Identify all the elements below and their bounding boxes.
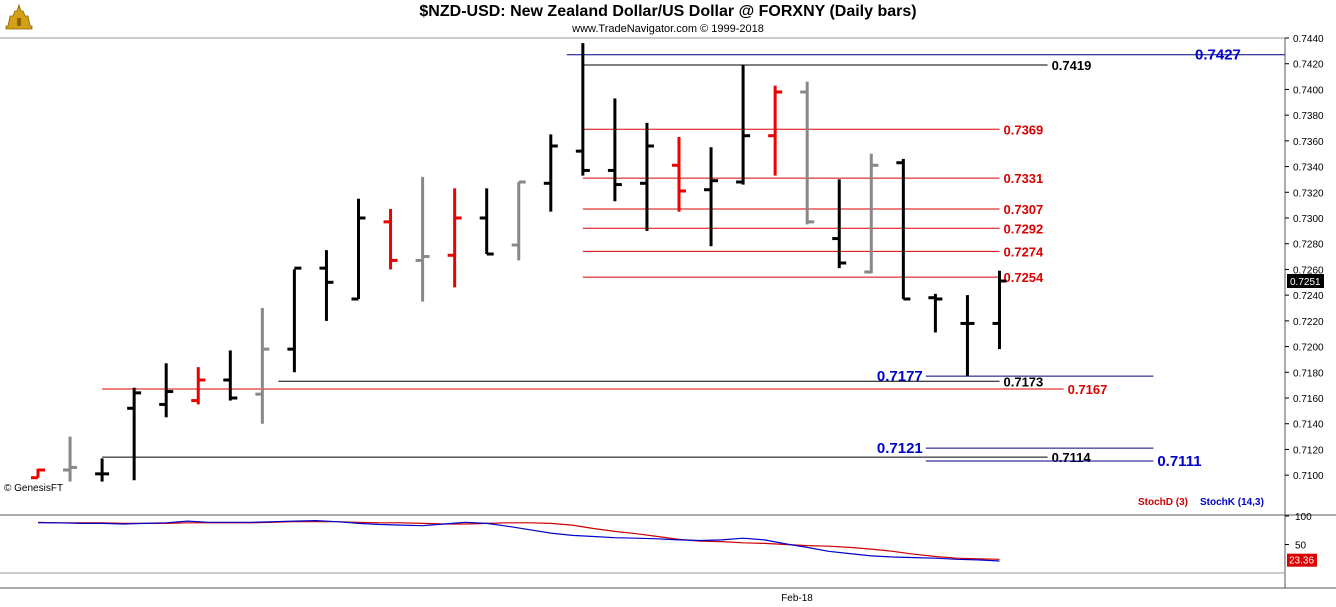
price-bar — [255, 308, 270, 424]
level-label-0.7307: 0.7307 — [1004, 202, 1044, 217]
price-bar — [511, 180, 526, 261]
price-bar — [864, 153, 879, 274]
price-bar — [736, 65, 751, 185]
price-tick-label: 0.7440 — [1293, 34, 1324, 45]
price-bar — [319, 250, 334, 321]
price-tick-label: 0.7280 — [1293, 240, 1324, 251]
price-bar — [31, 468, 45, 480]
stoch-tick-label: 100 — [1295, 512, 1312, 523]
price-tick-label: 0.7220 — [1293, 317, 1324, 328]
panel-frame — [0, 37, 1336, 589]
price-tick-label: 0.7120 — [1293, 445, 1324, 456]
price-bar — [672, 137, 686, 212]
price-bar — [992, 270, 1007, 350]
price-tick-label: 0.7320 — [1293, 188, 1324, 199]
price-tick-label: 0.7400 — [1293, 85, 1324, 96]
price-tick-label: 0.7240 — [1293, 291, 1324, 302]
level-label-0.7369: 0.7369 — [1004, 122, 1044, 137]
copyright-label: © GenesisFT — [4, 483, 64, 494]
price-bar — [415, 176, 430, 302]
level-label-0.7114: 0.7114 — [1052, 450, 1092, 465]
price-tick-label: 0.7160 — [1293, 394, 1324, 405]
level-label-0.7331: 0.7331 — [1004, 171, 1044, 186]
level-label-0.7173: 0.7173 — [1004, 374, 1044, 389]
last-price-label: 0.7251 — [1290, 277, 1321, 288]
price-bar — [832, 179, 847, 269]
legend-stochk: StochK (14,3) — [1200, 497, 1264, 508]
price-tick-label: 0.7340 — [1293, 163, 1324, 174]
support-resistance-levels: 0.7427 0.7419 0.7369 0.7331 0.7307 0.7292 0.72… — [102, 47, 1285, 470]
price-tick-label: 0.7200 — [1293, 343, 1324, 354]
price-bars — [31, 43, 1007, 482]
stoch-last-box — [1287, 553, 1317, 567]
price-tick-label: 0.7420 — [1293, 60, 1324, 71]
price-bar — [960, 295, 975, 377]
level-label-0.7254: 0.7254 — [1004, 270, 1045, 285]
price-tick-label: 0.7300 — [1293, 214, 1324, 225]
level-label-0.7274: 0.7274 — [1004, 244, 1045, 259]
price-bar — [223, 350, 238, 401]
price-bar — [928, 293, 943, 333]
stoch-line-StochK — [38, 519, 1000, 562]
price-bar — [191, 367, 206, 405]
price-bar — [479, 188, 494, 256]
price-bar — [607, 98, 622, 202]
x-axis-label: Feb-18 — [781, 593, 813, 604]
price-tick-label: 0.7140 — [1293, 420, 1324, 431]
stoch-tick-label: 50 — [1295, 541, 1307, 552]
level-label-0.7111: 0.7111 — [1157, 453, 1201, 470]
price-tick-label: 0.7260 — [1293, 265, 1324, 276]
price-bar — [287, 266, 302, 373]
level-label-0.7167: 0.7167 — [1068, 382, 1108, 397]
price-bar — [543, 134, 558, 212]
price-bar — [95, 458, 110, 482]
price-bar — [896, 158, 911, 301]
price-tick-label: 0.7180 — [1293, 368, 1324, 379]
stoch-line-StochD — [37, 521, 1000, 560]
price-bar — [639, 122, 654, 231]
level-label-0.7177: 0.7177 — [877, 368, 923, 385]
stoch-last-label: 23.36 — [1289, 556, 1314, 567]
price-axis: 0.7440 0.7420 0.7400 0.7380 0.7360 0.7340 0.73… — [1285, 34, 1324, 482]
price-bar — [159, 363, 174, 418]
level-label-0.7419: 0.7419 — [1052, 58, 1092, 73]
price-bar — [447, 188, 462, 288]
legend-stochd: StochD (3) — [1138, 497, 1188, 508]
price-bar — [351, 198, 366, 301]
stochastic-panel: 100 50 StochD (3) StochK (14,3) 23.36 — [37, 497, 1317, 567]
price-bar — [63, 436, 78, 482]
price-bar — [127, 387, 142, 481]
price-tick-label: 0.7360 — [1293, 137, 1324, 148]
trade-navigator-logo-icon — [5, 3, 33, 30]
price-tick-label: 0.7380 — [1293, 111, 1324, 122]
price-bar — [768, 85, 783, 176]
price-tick-label: 0.7100 — [1293, 471, 1324, 482]
last-price-box — [1287, 274, 1324, 288]
price-bar — [383, 209, 398, 270]
price-bar — [800, 81, 815, 225]
level-label-0.7121: 0.7121 — [877, 440, 923, 457]
level-label-0.7292: 0.7292 — [1004, 221, 1044, 236]
price-bar — [704, 147, 719, 247]
chart-subtitle: www.TradeNavigator.com © 1999-2018 — [572, 23, 764, 35]
level-label-0.7427: 0.7427 — [1195, 47, 1241, 64]
chart-title: $NZD-USD: New Zealand Dollar/US Dollar @… — [419, 3, 917, 20]
price-bar — [575, 43, 590, 176]
